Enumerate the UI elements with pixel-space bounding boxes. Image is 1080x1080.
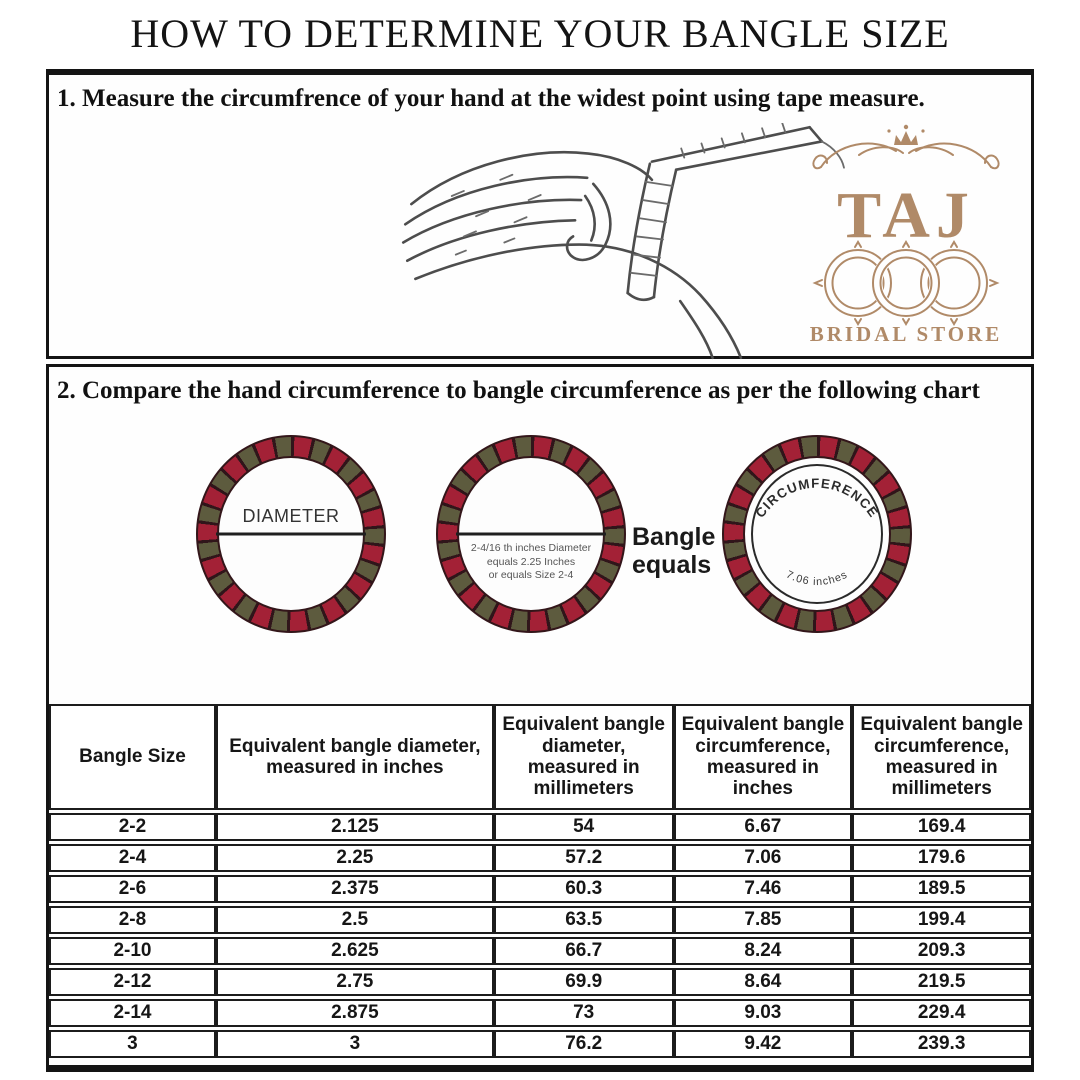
table-cell: 2-6 (49, 875, 216, 903)
note-line: equals 2.25 Inches (486, 555, 576, 568)
table-cell: 209.3 (852, 937, 1031, 965)
bangle-size-table: Bangle Size Equivalent bangle diameter, … (49, 701, 1031, 1061)
table-cell: 179.6 (852, 844, 1031, 872)
table-cell: 219.5 (852, 968, 1031, 996)
page-title: HOW TO DETERMINE YOUR BANGLE SIZE (130, 11, 950, 56)
note-line: 2-4/16 th inches Diameter (470, 542, 592, 554)
bangle-diagram: DIAMETER 2-4/16 th inches Diameter equal… (49, 429, 1031, 695)
diameter-line (216, 532, 366, 536)
table-cell: 2-2 (49, 813, 216, 841)
diameter-label: DIAMETER (242, 506, 340, 526)
bangle-size-example-illustration: 2-4/16 th inches Diameter equals 2.25 In… (436, 435, 626, 633)
bangle-diameter-illustration: DIAMETER (196, 435, 386, 633)
table-cell: 9.42 (673, 1030, 853, 1058)
brand-name: TAJ (837, 179, 975, 252)
table-cell: 6.67 (673, 813, 853, 841)
table-cell: 3 (49, 1030, 216, 1058)
step1-heading: 1. Measure the circumfrence of your hand… (57, 85, 925, 112)
table-header-row: Bangle Size Equivalent bangle diameter, … (49, 704, 1031, 810)
diameter-line (456, 532, 606, 536)
step1-panel: 1. Measure the circumfrence of your hand… (46, 69, 1034, 360)
table-cell: 2-10 (49, 937, 216, 965)
step2-heading: 2. Compare the hand circumference to ban… (57, 377, 980, 404)
table-cell: 8.64 (673, 968, 853, 996)
brand-logo: TAJ BRIDAL STORE (801, 115, 1011, 355)
svg-text:CIRCUMFERENCE: CIRCUMFERENCE (752, 476, 881, 521)
table-cell: 2-14 (49, 999, 216, 1027)
circumference-curved-text: CIRCUMFERENCE 7.06 inches (752, 476, 881, 588)
brand-tagline: BRIDAL STORE (810, 322, 1003, 346)
table-cell: 2.5 (215, 906, 494, 934)
column-header-circumference-inches: Equivalent bangle circumference, measure… (673, 704, 853, 810)
size-example-note: 2-4/16 th inches Diameter equals 2.25 In… (438, 542, 624, 583)
table-cell: 169.4 (852, 813, 1031, 841)
bangle-circumference-illustration: CIRCUMFERENCE 7.06 inches (722, 435, 912, 633)
table-cell: 76.2 (493, 1030, 674, 1058)
table-cell: 7.06 (673, 844, 853, 872)
table-cell: 57.2 (493, 844, 674, 872)
table-cell: 54 (493, 813, 674, 841)
table-cell: 2.625 (215, 937, 494, 965)
table-cell: 229.4 (852, 999, 1031, 1027)
table-row: 2-14 2.875 73 9.03 229.4 (49, 999, 1031, 1027)
table-row: 2-8 2.5 63.5 7.85 199.4 (49, 906, 1031, 934)
table-cell: 9.03 (673, 999, 853, 1027)
step2-panel: 2. Compare the hand circumference to ban… (46, 364, 1034, 1072)
table-cell: 2.75 (215, 968, 494, 996)
circumference-label: CIRCUMFERENCE (752, 476, 880, 521)
table-cell: 66.7 (493, 937, 674, 965)
table-cell: 8.24 (673, 937, 853, 965)
table-cell: 199.4 (852, 906, 1031, 934)
bangle-equals-label: Bangle equals (632, 523, 716, 579)
brand-flourish-icon (812, 124, 1000, 170)
table-row: 3 3 76.2 9.42 239.3 (49, 1030, 1031, 1058)
table-cell: 2.25 (215, 844, 494, 872)
table-cell: 2.875 (215, 999, 494, 1027)
column-header-circumference-mm: Equivalent bangle circumference, measure… (852, 704, 1031, 810)
table-cell: 60.3 (493, 875, 674, 903)
table-row: 2-6 2.375 60.3 7.46 189.5 (49, 875, 1031, 903)
note-line: or equals Size 2-4 (488, 569, 574, 582)
table-cell: 2.125 (215, 813, 494, 841)
table-cell: 63.5 (493, 906, 674, 934)
table-cell: 73 (493, 999, 674, 1027)
table-row: 2-10 2.625 66.7 8.24 209.3 (49, 937, 1031, 965)
circumference-value: 7.06 inches (784, 569, 849, 588)
table-cell: 2.375 (215, 875, 494, 903)
column-header-bangle-size: Bangle Size (49, 704, 216, 810)
table-cell: 7.85 (673, 906, 853, 934)
table-row: 2-2 2.125 54 6.67 169.4 (49, 813, 1031, 841)
circumference-circle (751, 464, 883, 604)
column-header-diameter-mm: Equivalent bangle diameter, measured in … (493, 704, 674, 810)
svg-text:7.06 inches: 7.06 inches (784, 569, 850, 588)
hand-tape-measure-illustration (401, 123, 845, 360)
brand-rings-icon (812, 240, 1000, 326)
table-cell: 3 (215, 1030, 494, 1058)
table-cell: 7.46 (673, 875, 853, 903)
table-row: 2-4 2.25 57.2 7.06 179.6 (49, 844, 1031, 872)
table-cell: 2-4 (49, 844, 216, 872)
column-header-diameter-inches: Equivalent bangle diameter, measured in … (215, 704, 494, 810)
table-cell: 2-12 (49, 968, 216, 996)
table-cell: 239.3 (852, 1030, 1031, 1058)
table-row: 2-12 2.75 69.9 8.64 219.5 (49, 968, 1031, 996)
table-cell: 69.9 (493, 968, 674, 996)
table-cell: 189.5 (852, 875, 1031, 903)
table-cell: 2-8 (49, 906, 216, 934)
